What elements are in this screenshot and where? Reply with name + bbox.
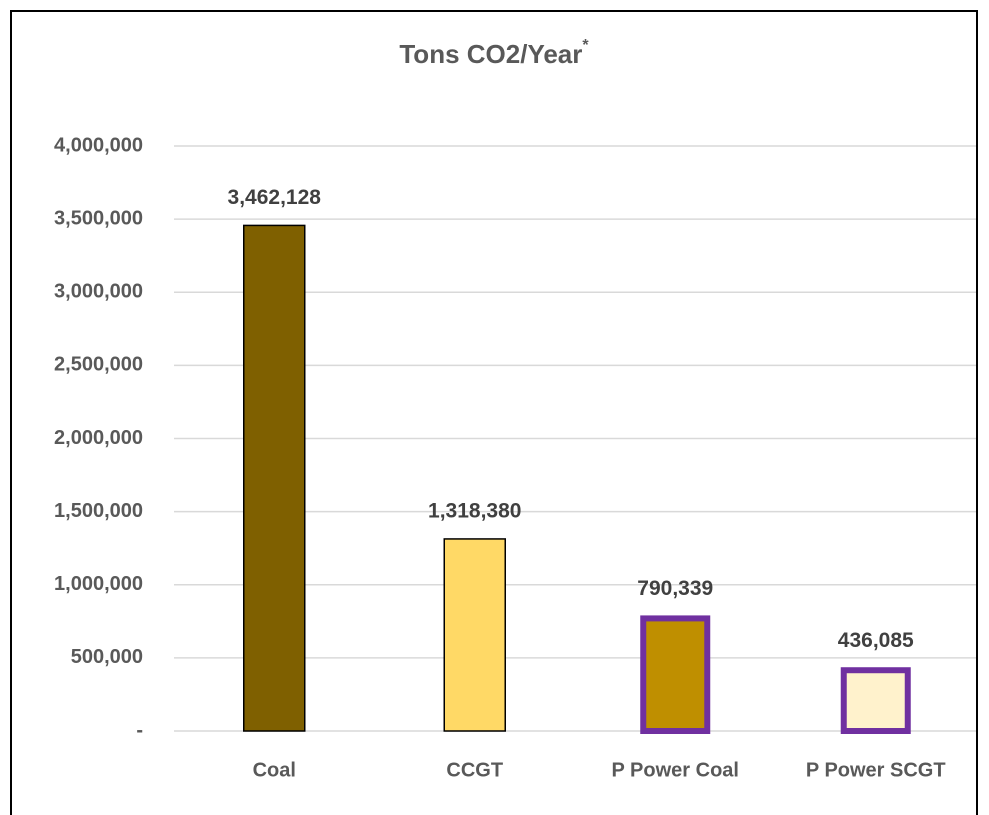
chart-title: Tons CO2/Year* <box>399 37 589 69</box>
y-tick-label: - <box>136 719 143 741</box>
y-tick-label: 3,000,000 <box>54 281 143 303</box>
y-tick-label: 3,500,000 <box>54 207 143 229</box>
data-label: 790,339 <box>637 577 713 600</box>
x-tick-label: CCGT <box>446 759 503 781</box>
y-tick-label: 1,500,000 <box>54 500 143 522</box>
bar <box>243 224 306 732</box>
x-tick-label: Coal <box>253 759 296 781</box>
chart-border <box>10 10 978 815</box>
title-mark: * <box>582 37 589 54</box>
title-text: Tons CO2/Year <box>399 39 582 69</box>
y-tick-label: 500,000 <box>71 646 143 668</box>
y-tick-label: 2,000,000 <box>54 427 143 449</box>
y-tick-label: 2,500,000 <box>54 354 143 376</box>
x-tick-label: P Power SCGT <box>806 759 946 781</box>
bar <box>640 615 711 734</box>
data-label: 436,085 <box>838 629 914 652</box>
y-tick-label: 4,000,000 <box>54 134 143 156</box>
bar <box>443 538 506 732</box>
data-label: 1,318,380 <box>428 500 521 523</box>
x-tick-label: P Power Coal <box>612 759 739 781</box>
bar <box>840 667 911 735</box>
y-tick-label: 1,000,000 <box>54 573 143 595</box>
data-label: 3,462,128 <box>228 186 322 209</box>
